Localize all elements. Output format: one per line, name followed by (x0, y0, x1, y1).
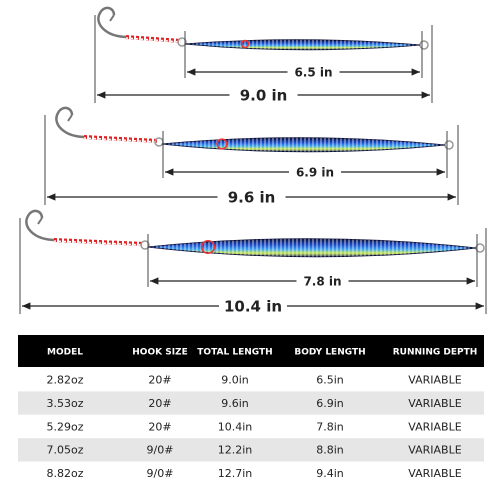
table-cell: 6.9in (316, 397, 344, 410)
table-row-bg (18, 414, 484, 439)
table-cell: VARIABLE (408, 420, 461, 433)
table-cell: 7.05oz (47, 444, 84, 457)
table-cell: 9.4in (316, 467, 344, 480)
table-cell: 20# (148, 420, 171, 433)
assist-line (83, 135, 159, 143)
hook (55, 106, 87, 139)
table-cell: 7.8in (316, 420, 344, 433)
total-length-label: 9.0 in (240, 87, 288, 105)
lure: 6.9 in 9.6 in (44, 106, 459, 207)
table-header-cell: RUNNING DEPTH (393, 348, 478, 358)
hook (25, 209, 57, 242)
table-header-cell: BODY LENGTH (294, 348, 365, 358)
body-length-label: 6.5 in (294, 66, 332, 80)
hook-barb (109, 14, 115, 22)
table-cell: 10.4in (218, 420, 253, 433)
split-ring (177, 37, 187, 47)
hook-barb (37, 217, 43, 225)
label-bg (219, 296, 287, 316)
hook (97, 6, 129, 39)
total-length-label: 9.6 in (228, 189, 276, 207)
lure: 7.8 in 10.4 in (19, 209, 487, 316)
lure-eye (240, 39, 250, 49)
lure-scales (148, 238, 476, 257)
table-cell: VARIABLE (408, 444, 461, 457)
lure-eye (216, 138, 228, 150)
assist-line-white (53, 240, 145, 246)
label-bg (217, 187, 286, 207)
table-cell: 9/0# (147, 467, 174, 480)
assist-line (53, 238, 145, 246)
table-row-bg (18, 438, 484, 462)
table-row-bg (18, 391, 484, 415)
table-row-bg (18, 368, 484, 392)
tail-ring (419, 40, 429, 50)
table-cell: 20# (148, 374, 171, 387)
table-cell: VARIABLE (408, 374, 461, 387)
total-length-label: 10.4 in (224, 298, 282, 316)
table-cell: 9/0# (147, 444, 174, 457)
split-ring (140, 240, 150, 250)
lure: 6.5 in 9.0 in (94, 6, 433, 105)
tail-ring (444, 140, 454, 150)
table-header-cell: TOTAL LENGTH (197, 348, 272, 358)
table-cell: 12.2in (218, 444, 253, 457)
assist-line-white (83, 137, 159, 143)
lure-eye (200, 239, 216, 255)
hook-barb (67, 114, 73, 122)
body-length-label: 7.8 in (303, 275, 341, 289)
table-cell: 8.8in (316, 444, 344, 457)
table-cell: VARIABLE (408, 467, 461, 480)
table-cell: 3.53oz (47, 397, 84, 410)
table-cell: 8.82oz (47, 467, 84, 480)
table-header-cell: MODEL (47, 348, 83, 358)
lures: 6.5 in 9.0 in 6.9 in 9.6 in 7.8 in 10.4 in (19, 6, 487, 316)
table-cell: 6.5in (316, 374, 344, 387)
label-bg (289, 164, 341, 180)
table-header-cell: HOOK SIZE (132, 348, 187, 358)
table-header-bg (18, 335, 484, 367)
label-bg (287, 64, 340, 80)
assist-line-white (125, 37, 182, 43)
table-cell: 9.6in (221, 397, 249, 410)
label-bg (229, 85, 298, 105)
body-length-label: 6.9 in (296, 166, 334, 180)
label-bg (296, 273, 349, 289)
table-cell: 20# (148, 397, 171, 410)
table-cell: 12.7in (218, 467, 253, 480)
lure-scales (162, 137, 445, 152)
spec-table: MODEL HOOK SIZE TOTAL LENGTH BODY LENGTH RUN… (18, 335, 484, 485)
table-cell: VARIABLE (408, 397, 461, 410)
table-cell: 9.0in (221, 374, 249, 387)
table-cell: 2.82oz (47, 374, 84, 387)
table-cell: 5.29oz (47, 420, 84, 433)
table-row-bg (18, 461, 484, 485)
assist-line (125, 35, 182, 43)
